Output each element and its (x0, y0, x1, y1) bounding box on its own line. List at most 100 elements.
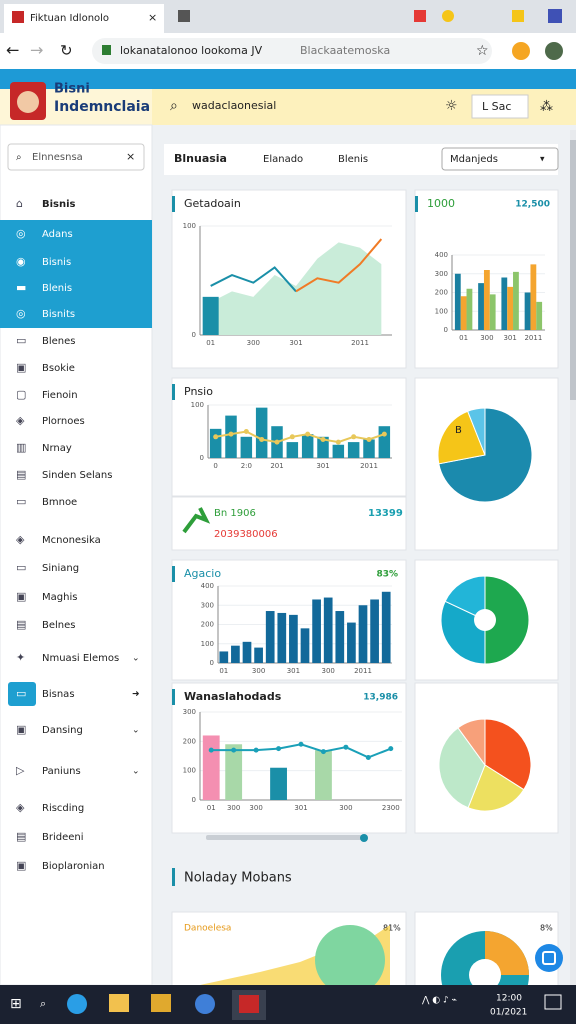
taskbar-app[interactable] (151, 994, 171, 1012)
scroll-handle[interactable] (360, 834, 368, 842)
arrow: ➜ (132, 690, 140, 700)
y-tick-label: 300 (183, 708, 196, 716)
bar (231, 645, 240, 663)
x-tick-label: 300 (247, 339, 260, 347)
x-tick-label: 2300 (382, 804, 400, 812)
search-button[interactable]: ⌕ (40, 997, 46, 1010)
sidebar-item[interactable]: Bioplaronian (42, 861, 105, 872)
point (253, 747, 259, 753)
sidebar-item[interactable]: Mcnonesika (42, 535, 101, 546)
sidebar-item[interactable]: Dansing (42, 725, 83, 736)
sidebar-item[interactable]: Sinden Selans (42, 470, 112, 481)
start-button[interactable]: ⊞ (10, 996, 22, 1012)
point (298, 741, 304, 747)
reload-button[interactable]: ↻ (60, 42, 73, 60)
x-tick-label: 2011 (354, 667, 372, 675)
sidebar-item[interactable]: Belnes (42, 620, 76, 631)
sidebar-item[interactable]: Bisnits (42, 309, 75, 320)
menu-icon[interactable]: ⁂ (540, 100, 553, 115)
tab[interactable]: Blenis (338, 154, 368, 165)
back-button[interactable]: ← (6, 41, 19, 60)
sidebar-icon: ▥ (16, 441, 26, 454)
sidebar-item[interactable]: Fienoin (42, 390, 78, 401)
taskbar-app[interactable] (195, 994, 215, 1014)
sidebar-item[interactable]: Nmuasi Elemos (42, 653, 119, 664)
fab[interactable] (535, 944, 563, 972)
point (381, 431, 387, 437)
sidebar-icon: ▤ (16, 618, 26, 631)
tab-close[interactable]: × (148, 11, 157, 24)
settings-icon[interactable]: ☼ (445, 98, 458, 114)
point (243, 429, 249, 434)
page-scrollbar[interactable] (570, 130, 576, 985)
sidebar-item[interactable]: Blenis (42, 283, 72, 294)
pie-slice (484, 575, 530, 665)
bar (358, 605, 368, 663)
tab[interactable]: Elanado (263, 154, 303, 165)
y-tick-label: 200 (435, 289, 448, 297)
sidebar-item[interactable]: Bisnis (42, 199, 76, 210)
y-tick-label: 0 (444, 326, 448, 334)
title-accent (172, 566, 175, 582)
notifications[interactable] (544, 994, 562, 1010)
taskbar-app[interactable] (239, 995, 259, 1013)
bar (202, 296, 219, 335)
ext-icon[interactable] (548, 9, 562, 23)
bar (300, 628, 310, 663)
clock-date: 01/2021 (490, 1008, 527, 1018)
scrollbar[interactable] (206, 835, 366, 840)
bar (209, 428, 222, 458)
search-icon: ⌕ (170, 98, 178, 114)
x-tick-label: 301 (289, 339, 302, 347)
bar (370, 599, 379, 663)
sidebar-search[interactable] (7, 143, 145, 171)
sidebar-icon: ▢ (16, 388, 26, 401)
sidebar-item[interactable]: Paniuns (42, 766, 81, 777)
taskbar-app[interactable] (109, 994, 129, 1012)
sidebar-item[interactable]: Bisnas (42, 689, 75, 700)
tray-icons[interactable]: ⋀ ◐ ♪ ⌁ (421, 996, 457, 1006)
sidebar-active-group (0, 220, 152, 328)
point (366, 436, 372, 442)
new-tab[interactable] (178, 10, 190, 22)
dropdown[interactable] (441, 147, 559, 171)
sidebar-item[interactable]: Nrnay (42, 443, 72, 454)
x-tick-label: 2011 (351, 339, 369, 347)
bar (315, 750, 332, 800)
sidebar-item[interactable]: Plornoes (42, 416, 85, 427)
sidebar-item[interactable]: Bisnis (42, 257, 71, 268)
bar (513, 271, 519, 330)
ext-icon[interactable] (442, 10, 454, 22)
point (289, 434, 295, 440)
bookmark[interactable]: ☆ (476, 43, 489, 59)
forward-button[interactable]: → (30, 41, 43, 60)
sidebar-item[interactable]: Riscding (42, 803, 84, 814)
sidebar-item[interactable]: Maghis (42, 592, 77, 603)
pie-annotation: B (455, 425, 462, 436)
sidebar-item[interactable]: Siniang (42, 563, 79, 574)
url-field[interactable] (92, 38, 492, 64)
sidebar-item[interactable]: Blenes (42, 336, 76, 347)
page-scroll-thumb[interactable] (570, 140, 576, 400)
header-button[interactable] (471, 94, 529, 119)
sidebar-item[interactable]: Adans (42, 229, 73, 240)
sidebar-search-clear[interactable]: × (126, 150, 135, 163)
sidebar-item[interactable]: Bmnoe (42, 497, 77, 508)
profile-icon[interactable] (512, 42, 530, 60)
stats-value: 13399 (368, 508, 403, 519)
top-strip (0, 69, 576, 89)
tab[interactable]: Blnuasia (174, 152, 227, 165)
avatar[interactable] (545, 42, 563, 60)
fab-icon (542, 951, 556, 965)
sidebar-item[interactable]: Bsokie (42, 363, 75, 374)
bar (332, 444, 345, 458)
sidebar-item[interactable]: Brideeni (42, 832, 84, 843)
tab[interactable] (4, 4, 164, 33)
x-tick-label: 01 (207, 804, 216, 812)
ext-icon[interactable] (512, 10, 524, 22)
ext-icon[interactable] (414, 10, 426, 22)
header-search[interactable] (162, 92, 432, 120)
sidebar-icon: ▣ (16, 590, 26, 603)
taskbar-app[interactable] (67, 994, 87, 1014)
